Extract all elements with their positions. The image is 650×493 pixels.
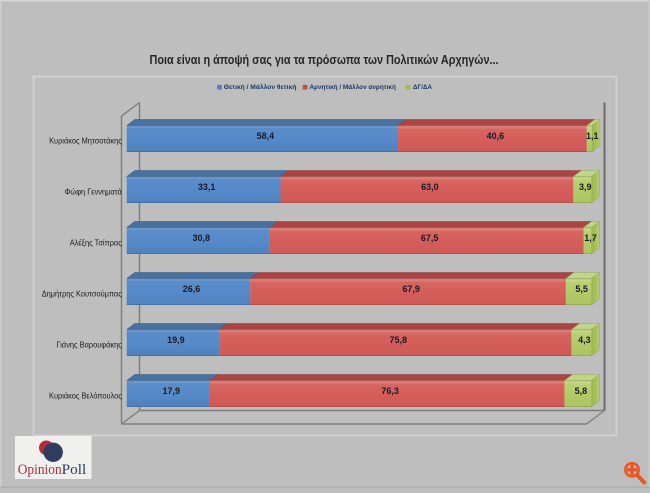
svg-text:Αρνητική / Μάλλον ανρητική: Αρνητική / Μάλλον ανρητική	[309, 83, 396, 91]
svg-text:58,4: 58,4	[257, 131, 275, 141]
svg-text:67,9: 67,9	[402, 284, 420, 294]
svg-text:19,9: 19,9	[167, 335, 185, 345]
svg-text:Opinion: Opinion	[18, 462, 63, 478]
svg-text:1,1: 1,1	[586, 131, 599, 141]
svg-text:Φώφη Γεννηματά: Φώφη Γεννηματά	[65, 187, 122, 197]
svg-text:67,5: 67,5	[421, 233, 439, 243]
svg-text:Κυριάκος Μητσοτάκης: Κυριάκος Μητσοτάκης	[49, 136, 122, 146]
svg-text:Θετική / Μάλλον θετική: Θετική / Μάλλον θετική	[224, 83, 296, 91]
svg-text:76,3: 76,3	[381, 386, 399, 396]
svg-text:3,9: 3,9	[579, 182, 592, 192]
svg-text:26,6: 26,6	[183, 284, 201, 294]
svg-text:ΔΓ/ΔΑ: ΔΓ/ΔΑ	[413, 84, 432, 91]
svg-text:Poll: Poll	[62, 462, 86, 478]
svg-text:75,8: 75,8	[390, 335, 408, 345]
svg-text:63,0: 63,0	[421, 182, 439, 192]
svg-text:33,1: 33,1	[198, 182, 216, 192]
svg-text:Αλέξης Τσίπρας: Αλέξης Τσίπρας	[70, 238, 122, 248]
svg-text:4,3: 4,3	[578, 335, 591, 345]
svg-text:Ποια είναι η άποψή σας για τα: Ποια είναι η άποψή σας για τα πρόσωπα τω…	[150, 52, 499, 67]
svg-text:30,8: 30,8	[193, 233, 211, 243]
svg-text:5,5: 5,5	[575, 284, 588, 294]
svg-text:Κυριάκος Βελόπουλος: Κυριάκος Βελόπουλος	[49, 391, 122, 401]
svg-text:Δημήτρης Κουτσούμπας: Δημήτρης Κουτσούμπας	[42, 289, 122, 299]
svg-text:40,6: 40,6	[487, 131, 505, 141]
svg-text:Γιάνης Βαρουφάκης: Γιάνης Βαρουφάκης	[57, 340, 122, 350]
svg-text:5,8: 5,8	[575, 386, 588, 396]
svg-text:1,7: 1,7	[584, 233, 597, 243]
svg-text:17,9: 17,9	[163, 386, 181, 396]
